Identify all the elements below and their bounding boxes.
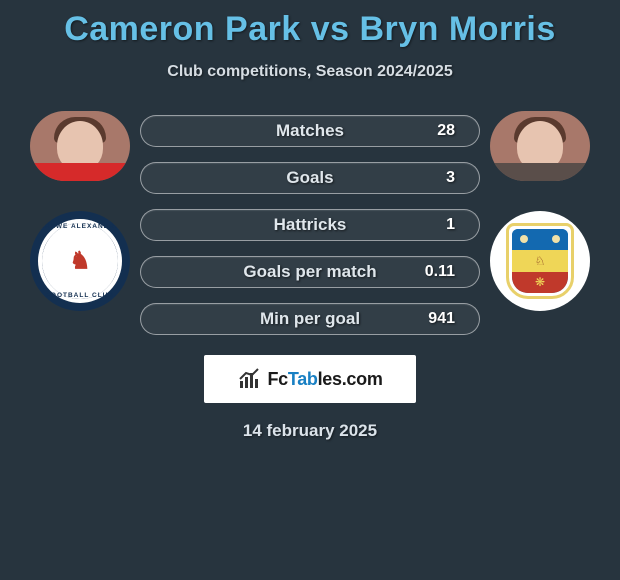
subtitle: Club competitions, Season 2024/2025 [0,63,620,81]
branding-badge: FcTables.com [204,355,416,403]
stat-right-value: 3 [411,169,455,187]
stat-row: Hattricks 1 [140,209,480,241]
stat-row: Goals per match 0.11 [140,256,480,288]
stat-row: Goals 3 [140,162,480,194]
comparison-widget: Cameron Park vs Bryn Morris Club competi… [0,10,620,580]
content-row: CREWE ALEXANDRA FOOTBALL CLUB ♞ Matches … [0,111,620,335]
club-badge-left: CREWE ALEXANDRA FOOTBALL CLUB ♞ [30,211,130,311]
page-title: Cameron Park vs Bryn Morris [0,10,620,49]
right-column: ♘ ❋ [480,111,600,311]
stat-label: Hattricks [274,215,347,235]
left-column: CREWE ALEXANDRA FOOTBALL CLUB ♞ [20,111,140,311]
stat-row: Min per goal 941 [140,303,480,335]
stat-label: Goals [286,168,333,188]
stat-right-value: 941 [411,310,455,328]
date-text: 14 february 2025 [0,421,620,441]
stats-list: Matches 28 Goals 3 Hattricks 1 Goals per… [140,115,480,335]
stat-label: Goals per match [243,262,376,282]
branding-text: FcTables.com [267,369,382,390]
player-photo-right [490,111,590,181]
stat-label: Matches [276,121,344,141]
chart-icon [237,367,261,391]
player-photo-left [30,111,130,181]
stat-right-value: 0.11 [411,263,455,281]
stat-right-value: 1 [411,216,455,234]
club-badge-right: ♘ ❋ [490,211,590,311]
stat-right-value: 28 [411,122,455,140]
stat-label: Min per goal [260,309,360,329]
stat-row: Matches 28 [140,115,480,147]
lion-icon: ♞ [69,247,91,276]
